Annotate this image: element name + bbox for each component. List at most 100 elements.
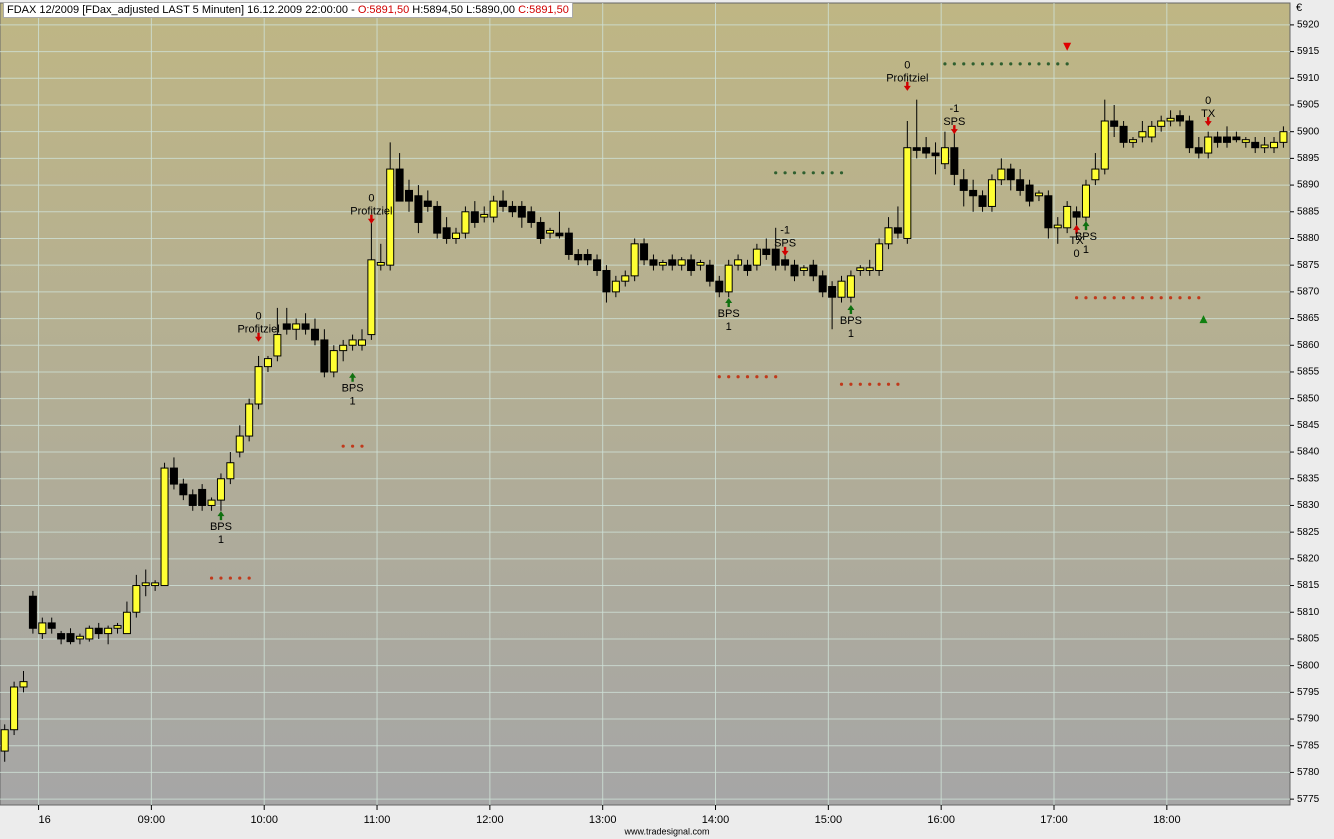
y-tick-label: 5780 [1297,767,1320,778]
candle-body [1175,115,1184,122]
stop-level-dot [1037,62,1041,66]
stop-level-dot [1056,62,1060,66]
signal-label: SPS [774,238,796,250]
candle-body [1016,179,1025,191]
signal-label: 1 [726,321,732,333]
signal-label: BPS [718,308,740,320]
x-tick-label: 11:00 [364,814,391,826]
signal-label: -1 [780,225,790,237]
close: C:5891,50 [518,4,569,16]
candle-body [546,229,555,234]
y-tick-label: 5860 [1297,340,1320,351]
x-tick-label: 13:00 [589,814,617,826]
candle-body [1194,147,1203,154]
candle-body [433,205,442,234]
candle-body [386,168,395,266]
candle-body [1270,141,1279,149]
stop-level-dot [1074,296,1079,300]
candle-body [367,259,376,336]
candle-body [865,267,874,272]
y-tick-label: 5800 [1297,660,1320,671]
x-tick-label: 12:00 [476,814,504,826]
signal-label: BPS [210,521,232,533]
candle-body [1072,211,1081,218]
candle-body [66,633,75,643]
stop-level-dot [727,375,731,379]
y-tick-label: 5785 [1297,740,1320,751]
signal-arrow [781,246,789,256]
candle-body [1223,136,1232,143]
signal-arrow [1073,224,1081,234]
candle-body [10,686,19,731]
candle-body [0,729,9,752]
candle-body [818,275,827,293]
stop-level-dot [792,171,797,175]
stop-level-dot [962,62,966,66]
candle-body [499,200,508,207]
candle-body [677,259,686,266]
signal-arrow [1082,221,1090,231]
candle-body [75,635,84,640]
stop-level-dot [1018,62,1022,66]
candle-body [1251,141,1260,149]
stop-level-dot [821,171,825,175]
stop-level-dot [868,382,872,386]
signal-arrow [217,511,225,521]
candle-body [1185,120,1194,149]
open: O:5891,50 [357,4,410,16]
signal-arrow [349,372,357,382]
candle-body [1166,117,1175,122]
candle-body [245,403,254,437]
candle-body [583,253,592,261]
candle-body [837,280,846,298]
candle-body [771,248,780,266]
stop-level-dot [1168,296,1173,300]
candle-body [893,227,902,234]
candle-body [903,147,912,239]
stop-level-dot [219,576,223,580]
candle-body [489,200,498,218]
candle-body [724,264,733,293]
candle-body [1110,120,1119,127]
candle-body [179,483,188,496]
stop-level-dot [1140,296,1144,300]
candle-body [198,488,207,506]
candle-body [564,232,573,255]
signal-label: 0 [904,60,910,72]
candle-body [743,264,752,272]
signal-label: 0 [1074,248,1080,260]
candle-body [292,323,301,330]
candle-body [621,275,630,282]
stop-level-dot [774,171,778,175]
candle-body [1147,125,1156,138]
candle-body [574,253,583,261]
candle-body [38,622,47,635]
stop-level-dot [1084,296,1088,300]
candle-body [310,328,319,341]
candle-body [555,232,564,237]
stop-level-dot [971,62,975,66]
signal-label: 0 [256,311,262,323]
candle-body [1053,224,1062,229]
y-tick-label: 5840 [1297,447,1320,458]
y-tick-label: 5810 [1297,607,1320,618]
candle-body [640,243,649,261]
y-tick-label: 5825 [1297,527,1320,538]
candle-body [1213,136,1222,143]
candle-body [668,259,677,266]
signal-arrow [1204,117,1212,127]
signal-label: Profitziel [237,324,279,336]
candle-body [226,462,235,480]
stop-level-dot [1131,296,1135,300]
high: H:5894,50 [412,4,464,16]
candle-body [113,625,122,629]
candle-body [357,339,366,346]
candle-body [517,205,526,218]
candle-body [790,264,799,277]
candle-body [1034,192,1043,197]
candle-body [799,267,808,272]
stop-level-dot [1009,62,1013,66]
stop-level-dot [350,444,355,448]
triangle-marker [1199,315,1208,324]
candle-body [452,232,461,239]
